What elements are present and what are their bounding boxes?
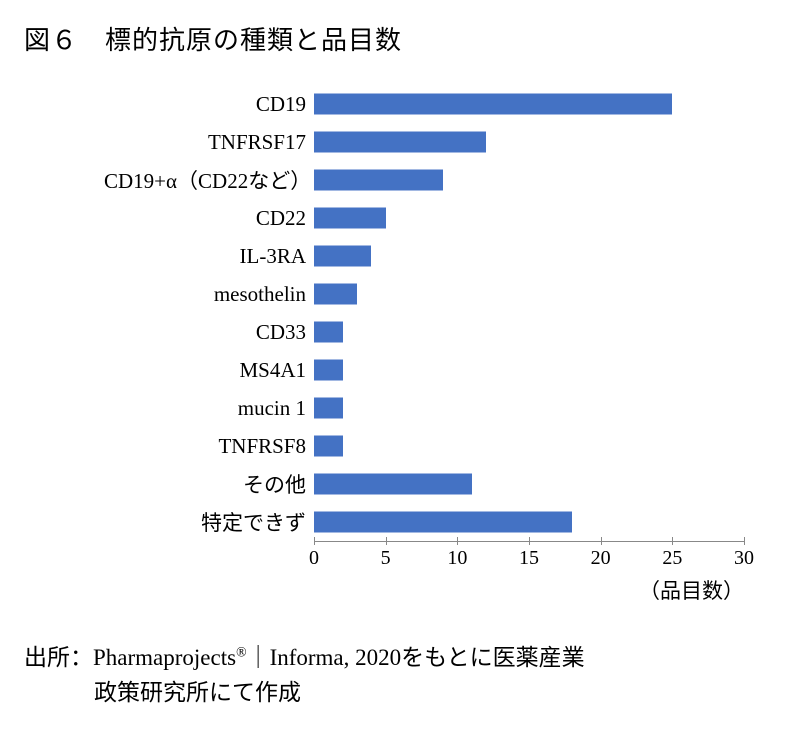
x-tick-label: 15 (519, 547, 539, 570)
category-label: 特定できず (104, 507, 314, 537)
bar-row: MS4A1 (104, 351, 744, 389)
bar (314, 512, 572, 533)
category-label: CD22 (104, 206, 314, 231)
registered-mark: ® (236, 644, 246, 659)
source-citation: 出所：Pharmaprojects®｜Informa, 2020をもとに医薬産業… (24, 641, 776, 710)
bar-row: IL-3RA (104, 237, 744, 275)
bar-row: mesothelin (104, 275, 744, 313)
source-text-1b: ｜Informa, 2020をもとに医薬産業 (247, 645, 585, 670)
x-tick (672, 537, 673, 545)
bar-chart: CD19 TNFRSF17 CD19+α（CD22など） CD22 IL-3RA meso… (104, 85, 744, 605)
bar-cell (314, 275, 744, 313)
category-label: mesothelin (104, 282, 314, 307)
bar-row: TNFRSF8 (104, 427, 744, 465)
bar (314, 360, 343, 381)
bar-cell (314, 465, 744, 503)
axis-spacer (104, 541, 314, 571)
category-label: CD19 (104, 92, 314, 117)
category-label: CD33 (104, 320, 314, 345)
x-tick-label: 25 (662, 547, 682, 570)
bar (314, 170, 443, 191)
bar-cell (314, 313, 744, 351)
bar-row: CD22 (104, 199, 744, 237)
bar-cell (314, 161, 744, 199)
bars-area: CD19 TNFRSF17 CD19+α（CD22など） CD22 IL-3RA meso… (104, 85, 744, 541)
category-label: mucin 1 (104, 396, 314, 421)
bar-cell (314, 427, 744, 465)
bar-cell (314, 237, 744, 275)
x-tick (314, 537, 315, 545)
x-tick-label: 30 (734, 547, 754, 570)
x-tick-label: 0 (309, 547, 319, 570)
bar-cell (314, 123, 744, 161)
bar (314, 284, 357, 305)
x-tick-label: 5 (381, 547, 391, 570)
bar-cell (314, 199, 744, 237)
x-tick (529, 537, 530, 545)
figure-title: 図６ 標的抗原の種類と品目数 (24, 20, 776, 57)
x-axis-title: （品目数） (104, 575, 744, 605)
x-tick-label: 20 (591, 547, 611, 570)
x-axis-row: 051015202530 (104, 541, 744, 571)
bar-cell (314, 351, 744, 389)
bar-row: CD19 (104, 85, 744, 123)
bar-row: CD19+α（CD22など） (104, 161, 744, 199)
bar-cell (314, 389, 744, 427)
x-tick-label: 10 (447, 547, 467, 570)
bar (314, 436, 343, 457)
source-text-2: 政策研究所にて作成 (94, 680, 301, 705)
bar-row: 特定できず (104, 503, 744, 541)
x-tick (457, 537, 458, 545)
x-tick (601, 537, 602, 545)
bar-row: mucin 1 (104, 389, 744, 427)
x-axis: 051015202530 (314, 541, 744, 571)
bar-row: その他 (104, 465, 744, 503)
bar (314, 246, 371, 267)
bar (314, 474, 472, 495)
source-text-1: 出所：Pharmaprojects (24, 645, 236, 670)
x-tick (744, 537, 745, 545)
x-tick (386, 537, 387, 545)
bar (314, 208, 386, 229)
category-label: TNFRSF17 (104, 130, 314, 155)
bar (314, 132, 486, 153)
bar (314, 398, 343, 419)
bar (314, 94, 672, 115)
bar-row: CD33 (104, 313, 744, 351)
bar (314, 322, 343, 343)
category-label: IL-3RA (104, 244, 314, 269)
bar-row: TNFRSF17 (104, 123, 744, 161)
category-label: その他 (104, 469, 314, 499)
category-label: CD19+α（CD22など） (104, 165, 314, 195)
bar-cell (314, 85, 744, 123)
bar-cell (314, 503, 744, 541)
category-label: MS4A1 (104, 358, 314, 383)
category-label: TNFRSF8 (104, 434, 314, 459)
